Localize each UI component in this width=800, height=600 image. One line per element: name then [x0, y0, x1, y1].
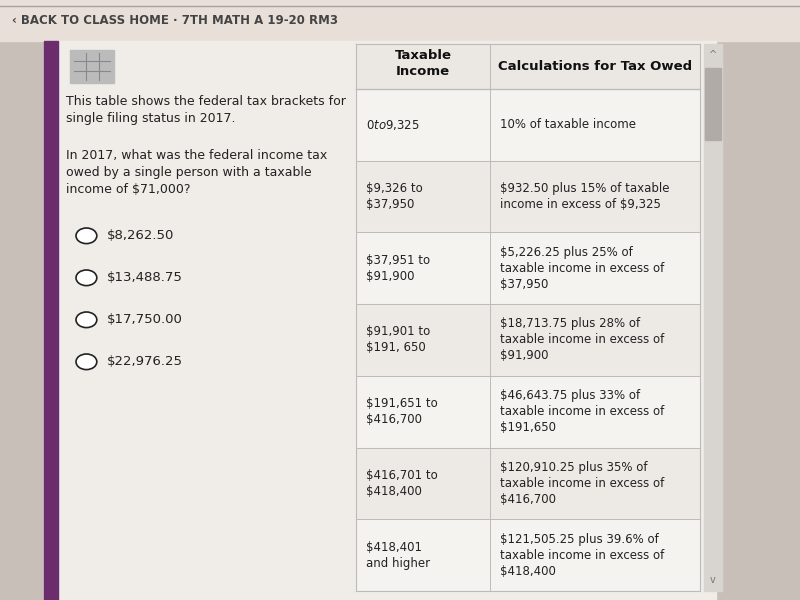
Text: $9,326 to
$37,950: $9,326 to $37,950: [366, 182, 422, 211]
Bar: [356, 376, 700, 448]
Text: $191,651 to
$416,700: $191,651 to $416,700: [366, 397, 438, 426]
Text: $46,643.75 plus 33% of
taxable income in excess of
$191,650: $46,643.75 plus 33% of taxable income in…: [500, 389, 664, 434]
Text: $121,505.25 plus 39.6% of
taxable income in excess of
$418,400: $121,505.25 plus 39.6% of taxable income…: [500, 533, 664, 578]
Text: $17,750.00: $17,750.00: [106, 313, 182, 326]
Text: In 2017, what was the federal income tax
owed by a single person with a taxable
: In 2017, what was the federal income tax…: [66, 149, 328, 196]
Circle shape: [76, 354, 97, 370]
Text: Calculations for Tax Owed: Calculations for Tax Owed: [498, 60, 692, 73]
Bar: [716, 41, 800, 600]
Bar: [70, 50, 114, 83]
Text: $22,976.25: $22,976.25: [106, 355, 182, 368]
Text: $0 to $9,325: $0 to $9,325: [366, 118, 419, 131]
Text: $5,226.25 plus 25% of
taxable income in excess of
$37,950: $5,226.25 plus 25% of taxable income in …: [500, 245, 664, 290]
Bar: [44, 41, 716, 600]
Text: This table shows the federal tax brackets for
single filing status in 2017.: This table shows the federal tax bracket…: [66, 95, 346, 125]
Text: $120,910.25 plus 35% of
taxable income in excess of
$416,700: $120,910.25 plus 35% of taxable income i…: [500, 461, 664, 506]
Text: ‹ BACK TO CLASS HOME · 7TH MATH A 19-20 RM3: ‹ BACK TO CLASS HOME · 7TH MATH A 19-20 …: [12, 14, 338, 27]
Text: $8,262.50: $8,262.50: [106, 229, 174, 242]
Text: 10% of taxable income: 10% of taxable income: [500, 118, 636, 131]
Bar: [356, 232, 700, 304]
Text: v: v: [710, 575, 716, 585]
Text: $37,951 to
$91,900: $37,951 to $91,900: [366, 254, 430, 283]
Text: $416,701 to
$418,400: $416,701 to $418,400: [366, 469, 438, 498]
Bar: [356, 448, 700, 519]
Bar: [705, 68, 721, 140]
Bar: [356, 519, 700, 591]
Text: ^: ^: [709, 50, 717, 59]
Circle shape: [76, 312, 97, 328]
Circle shape: [76, 228, 97, 244]
Bar: [356, 44, 700, 89]
Text: $13,488.75: $13,488.75: [106, 271, 182, 284]
Bar: [704, 44, 722, 591]
Text: $418,401
and higher: $418,401 and higher: [366, 541, 430, 569]
Text: Taxable
Income: Taxable Income: [394, 49, 452, 78]
Bar: [356, 161, 700, 232]
Circle shape: [76, 270, 97, 286]
Bar: [44, 41, 58, 600]
Bar: [356, 89, 700, 161]
Text: $932.50 plus 15% of taxable
income in excess of $9,325: $932.50 plus 15% of taxable income in ex…: [500, 182, 670, 211]
Bar: [0, 0, 800, 41]
Bar: [356, 44, 700, 591]
Text: $91,901 to
$191, 650: $91,901 to $191, 650: [366, 325, 430, 355]
Text: $18,713.75 plus 28% of
taxable income in excess of
$91,900: $18,713.75 plus 28% of taxable income in…: [500, 317, 664, 362]
Bar: [356, 304, 700, 376]
